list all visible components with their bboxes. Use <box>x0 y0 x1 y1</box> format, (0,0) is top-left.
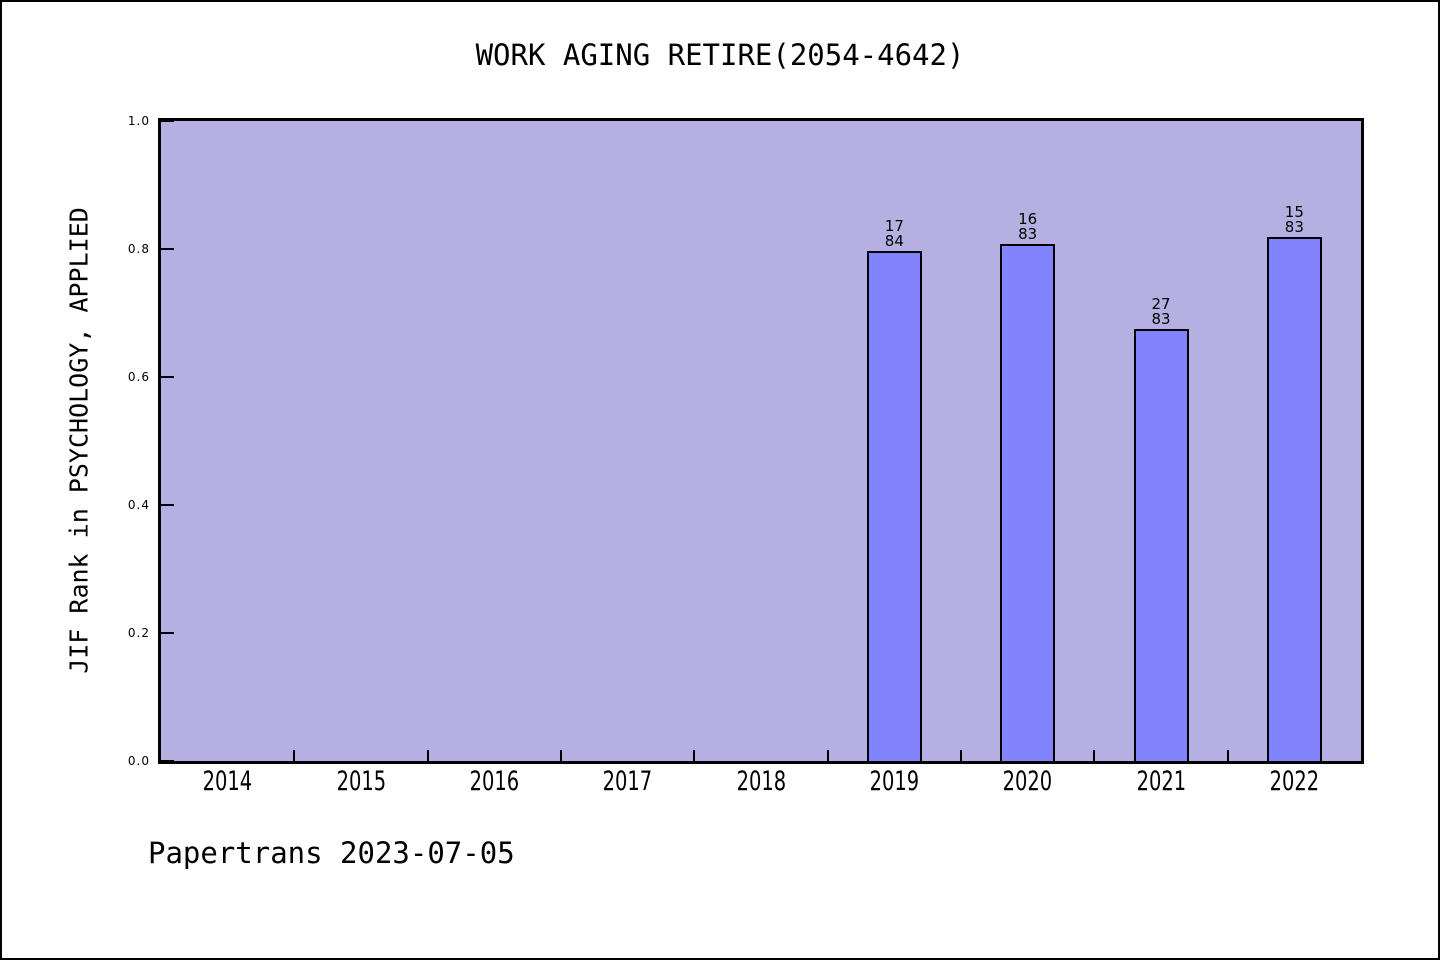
bar-value-label: 15 83 <box>1234 205 1354 235</box>
y-tick-mark <box>161 760 174 762</box>
x-tick-mark <box>426 750 429 761</box>
x-tick-label-text: 2021 <box>1136 766 1186 797</box>
plot-area: 17 84 16 83 27 83 15 83 <box>158 118 1364 764</box>
x-tick-label-text: 2019 <box>869 766 920 797</box>
x-tick-label: 2019 <box>824 764 964 800</box>
x-tick-mark <box>1226 750 1229 761</box>
x-tick-label-text: 2018 <box>736 766 786 797</box>
bar-2019 <box>866 251 922 761</box>
bar-rank-value: 15 <box>1284 203 1304 221</box>
x-tick-mark <box>293 750 296 761</box>
x-tick-mark <box>826 750 829 761</box>
y-tick-label: 0.4 <box>127 498 150 512</box>
y-tick-label: 1.0 <box>127 114 150 128</box>
y-tick-mark <box>161 120 174 122</box>
y-tick-mark <box>161 504 174 506</box>
x-tick-label-text: 2022 <box>1269 766 1320 797</box>
x-tick-label-text: 2015 <box>336 766 386 797</box>
x-tick-label: 2016 <box>424 764 564 800</box>
bar-rank-value: 27 <box>1151 295 1171 313</box>
x-tick-label-text: 2014 <box>202 766 253 797</box>
x-tick-label: 2014 <box>158 764 298 800</box>
bar-total-value: 84 <box>884 232 904 250</box>
x-tick-mark <box>560 750 562 761</box>
x-tick-mark <box>960 750 962 761</box>
y-tick-mark <box>161 376 174 378</box>
bar-2021 <box>1133 329 1189 761</box>
x-tick-mark <box>1093 750 1096 761</box>
x-tick-label-text: 2016 <box>469 766 520 797</box>
x-tick-label: 2017 <box>558 764 698 800</box>
y-tick-label: 0.6 <box>127 370 150 384</box>
y-axis-label: JIF Rank in PSYCHOLOGY, APPLIED <box>64 207 94 674</box>
bar-total-value: 83 <box>1018 225 1038 243</box>
chart-title: WORK AGING RETIRE(2054-4642) <box>475 38 965 72</box>
bar-2020 <box>1000 244 1056 761</box>
bar-rank-value: 17 <box>884 217 904 235</box>
y-tick-label: 0.0 <box>127 754 150 768</box>
bar-2022 <box>1266 237 1322 761</box>
bar-value-label: 16 83 <box>968 212 1088 242</box>
x-tick-label: 2018 <box>691 764 831 800</box>
y-tick-mark <box>161 632 174 634</box>
bar-value-label: 27 83 <box>1101 297 1221 327</box>
y-tick-mark <box>161 248 174 250</box>
x-tick-label: 2022 <box>1224 764 1364 800</box>
x-tick-label: 2021 <box>1091 764 1231 800</box>
watermark-text: Papertrans 2023-07-05 <box>148 836 515 870</box>
bar-rank-value: 16 <box>1018 210 1038 228</box>
x-tick-mark <box>693 750 696 761</box>
y-tick-label: 0.2 <box>127 626 150 640</box>
x-tick-label: 2020 <box>958 764 1098 800</box>
x-tick-label-text: 2020 <box>1002 766 1053 797</box>
y-tick-label: 0.8 <box>127 242 150 256</box>
bar-value-label: 17 84 <box>834 219 954 249</box>
bar-total-value: 83 <box>1151 310 1171 328</box>
x-tick-label: 2015 <box>291 764 431 800</box>
x-tick-label-text: 2017 <box>602 766 653 797</box>
bar-total-value: 83 <box>1284 218 1304 236</box>
